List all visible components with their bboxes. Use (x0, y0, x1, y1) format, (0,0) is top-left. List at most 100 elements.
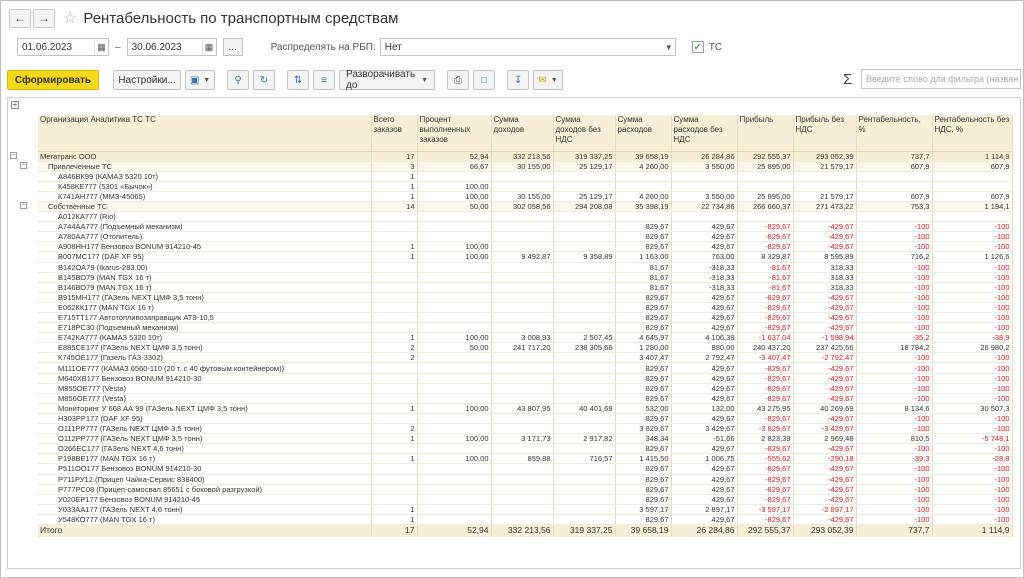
rbp-label: Распределять на РБП: (270, 41, 376, 53)
variant-button[interactable]: ▣ ▼ (185, 70, 215, 90)
find-button[interactable]: ⚲ (227, 70, 249, 90)
rbp-select[interactable]: Нет ▼ (379, 38, 676, 56)
column-header[interactable]: Организация Аналитика ТС ТС (38, 115, 372, 152)
group-button[interactable]: ≡ (313, 70, 335, 90)
cell-value: -100 (932, 373, 1013, 384)
send-button[interactable]: ✉ ▼ (533, 70, 563, 90)
cell-value (371, 383, 418, 394)
collapse-group-icon[interactable]: − (20, 162, 27, 169)
table-row[interactable]: Е742КА777 (КАМАЗ 5320 10т) 1 100,00 3 008,9… (38, 332, 1013, 344)
table-row[interactable]: Мониторинг У 668 АА 99 (ГАЗель NEXT ЦМФ … (38, 403, 1013, 414)
column-header[interactable]: Рентабельность, % (856, 115, 933, 152)
table-row[interactable]: У548КО777 (MAN TGX 16 т) 1 829,67 429,67 -82… (38, 514, 1013, 525)
column-header[interactable]: Рентабельность без НДС, % (932, 115, 1013, 152)
preview-button[interactable]: □ (473, 70, 495, 90)
table-row[interactable]: В145ВО79 (MAN TGX 16 т) 81,67 -318,33 -81,6… (38, 272, 1013, 283)
column-header[interactable]: Сумма расходов без НДС (671, 115, 738, 152)
sort-button[interactable]: ⇅ (287, 70, 309, 90)
column-header[interactable]: Сумма расходов (615, 115, 672, 152)
table-row[interactable]: М111ОЕ777 (КАМАЗ 6560-110 (20 т. с 40 фу… (38, 362, 1013, 374)
cell-value: 266 660,37 (737, 201, 794, 213)
table-row[interactable]: Р711РУ12 (Прицеп Чайка-Сервис 838400) 829… (38, 474, 1013, 485)
table-row[interactable]: О266ЕС177 (ГАЗель NEXT 4,6 тонн) 829,67 42… (38, 443, 1013, 455)
cell-value: -3 829,67 (737, 423, 794, 435)
dropdown-arrow-icon[interactable]: ▼ (664, 42, 673, 52)
cell-value: -429,67 (793, 373, 857, 384)
table-row[interactable]: О111РР777 (ГАЗель NEXT ЦМФ 3,5 тонн) 2 3 8… (38, 423, 1013, 435)
cell-value: 9 492,87 (491, 251, 554, 263)
date-to-field[interactable]: 30.06.2023 ▦ (126, 38, 217, 56)
calendar-icon[interactable]: ▦ (94, 39, 108, 55)
date-from-field[interactable]: 01.06.2023 ▦ (17, 38, 109, 56)
table-row[interactable]: А744АА777 (Подъемный механизм) 829,67 429,… (38, 221, 1013, 233)
table-row[interactable]: В915МН177 (ГАЗель NEXT ЦМФ 3,5 тонн) 829,… (38, 292, 1013, 303)
table-row[interactable]: М855ОЕ777 (Vesta) 829,67 429,67 -829,67 -429… (38, 383, 1013, 394)
save-button[interactable]: ↧ (507, 70, 529, 90)
column-header[interactable]: Прибыль (737, 115, 794, 152)
table-row[interactable]: К458КЕ777 (5301 «Бычок») 1 100,00 (38, 181, 1013, 192)
cell-value: 318,33 (793, 282, 857, 293)
column-header[interactable]: Сумма доходов (491, 115, 554, 152)
table-row[interactable]: К745ОЕ177 (Газель ГАЗ-3302) 2 3 407,47 2 79… (38, 352, 1013, 364)
column-header[interactable]: Прибыль без НДС (793, 115, 857, 152)
period-filter-row: 01.06.2023 ▦ – 30.06.2023 ▦ ... Распреде… (17, 37, 722, 57)
group-row[interactable]: Мегатранс ООО 17 52,94 332 213,56 319 337,25… (38, 151, 1013, 162)
table-row[interactable]: О112РР777 (ГАЗель NEXT ЦМФ 3,5 тонн) 1 100… (38, 433, 1013, 445)
row-label: А012КА777 (Rio) (38, 211, 372, 223)
column-header[interactable]: Сумма доходов без НДС (553, 115, 616, 152)
table-row[interactable]: Е885СЕ177 (ГАЗель NEXT ЦМФ 3,5 тонн) 2 50,… (38, 342, 1013, 354)
cell-value: 271 473,22 (793, 201, 857, 213)
cell-value (371, 362, 418, 374)
collapse-group-icon[interactable]: − (10, 152, 17, 159)
table-row[interactable]: Е715ТТ177 Автотопливозаправщик АТЗ-10,5 8… (38, 312, 1013, 324)
search-input[interactable]: Введите слово для фильтра (назван (861, 69, 1021, 89)
column-header[interactable]: Всего заказов (371, 115, 418, 152)
table-row[interactable]: А908НН177 Бензовоз BONUM 914210-45 1 100,0… (38, 241, 1013, 253)
cell-value: -100 (932, 272, 1013, 283)
star-icon[interactable]: ☆ (63, 10, 78, 27)
period-select-button[interactable]: ... (222, 38, 243, 56)
generate-button[interactable]: Сформировать (7, 70, 99, 90)
sum-icon[interactable]: Σ (843, 71, 853, 88)
table-row[interactable]: У020ЕР177 Бензовоз BONUM 914210-45 829,67… (38, 494, 1013, 505)
table-row[interactable]: К741АН777 (ММЗ-45065) 1 100,00 30 155,00 25 … (38, 191, 1013, 202)
column-header[interactable]: Процент выполненных заказов (417, 115, 492, 152)
expand-to-button[interactable]: Разворачивать до ▼ (339, 69, 435, 91)
tc-checkbox[interactable]: ✓ (691, 41, 704, 53)
cell-value: -100 (932, 312, 1013, 324)
expand-all-icon[interactable]: + (11, 100, 19, 109)
table-row[interactable]: Р511ОО177 Бензовоз BONUM 914210-30 829,67… (38, 463, 1013, 475)
table-row[interactable]: Н303РР177 (DAF XF 95) 829,67 429,67 -829,67… (38, 413, 1013, 425)
cell-value (553, 302, 616, 314)
cell-value: 3 (371, 161, 418, 172)
cell-value: 318,33 (793, 262, 857, 273)
table-row[interactable]: Р777РС08 (Прицеп-самосвал 85651 с боково… (38, 484, 1013, 495)
cell-value: -429,67 (793, 494, 857, 505)
table-row[interactable]: А846ВК99 (КАМАЗ 5320 10т) 1 (38, 171, 1013, 182)
table-row[interactable]: Р198ВЕ177 (MAN TGX 16 т) 1 100,00 859,88 716… (38, 453, 1013, 465)
cell-value: -829,67 (737, 322, 794, 334)
table-row[interactable]: А780АА777 (Отопитель) 829,67 429,67 -829,67… (38, 231, 1013, 243)
calendar-icon[interactable]: ▦ (201, 39, 216, 55)
settings-button[interactable]: Настройки... (113, 70, 181, 90)
cell-value (491, 504, 554, 515)
table-row[interactable]: В146ВО79 (MAN TGX 16 т) 81,67 -318,33 -81,6… (38, 282, 1013, 293)
back-arrow-icon[interactable]: ← (9, 8, 31, 28)
table-row[interactable]: Е062КК177 (MAN TGX 16 т) 829,67 429,67 -829… (38, 302, 1013, 314)
cell-value: -429,67 (793, 514, 857, 525)
report-area: + − − − Организация Аналитика ТС ТС Всего з… (7, 97, 1021, 569)
table-row[interactable]: В142ОА79 (Ikarus-283.00) 81,67 -318,33 -81,… (38, 262, 1013, 273)
table-row[interactable]: У033АА177 (ГАЗель NEXT 4,6 тонн) 1 3 597,1… (38, 504, 1013, 515)
group-row[interactable]: Собственные ТС 14 50,00 302 058,56 294 208,0… (38, 201, 1013, 213)
collapse-group-icon[interactable]: − (20, 202, 27, 209)
forward-arrow-icon[interactable]: → (33, 8, 55, 28)
table-row[interactable]: Е718РС30 (Подъемный механизм) 829,67 429,6… (38, 322, 1013, 334)
table-row[interactable]: М640ХВ177 Бензовоз BONUM 914210-30 829,67… (38, 373, 1013, 384)
table-row[interactable]: В007МС177 (DAF XF 95) 1 100,00 9 492,87 9 35… (38, 251, 1013, 263)
cell-value: 429,67 (671, 484, 738, 495)
print-button[interactable]: ⎙ (447, 70, 469, 90)
find-next-button[interactable]: ↻ (253, 70, 275, 90)
group-row[interactable]: Привлеченные ТС 3 66,67 30 155,00 25 129,17 4… (38, 161, 1013, 172)
table-row[interactable]: А012КА777 (Rio) (38, 211, 1013, 223)
table-row[interactable]: М856ОЕ777 (Vesta) 829,67 429,67 -829,67 -429… (38, 393, 1013, 404)
